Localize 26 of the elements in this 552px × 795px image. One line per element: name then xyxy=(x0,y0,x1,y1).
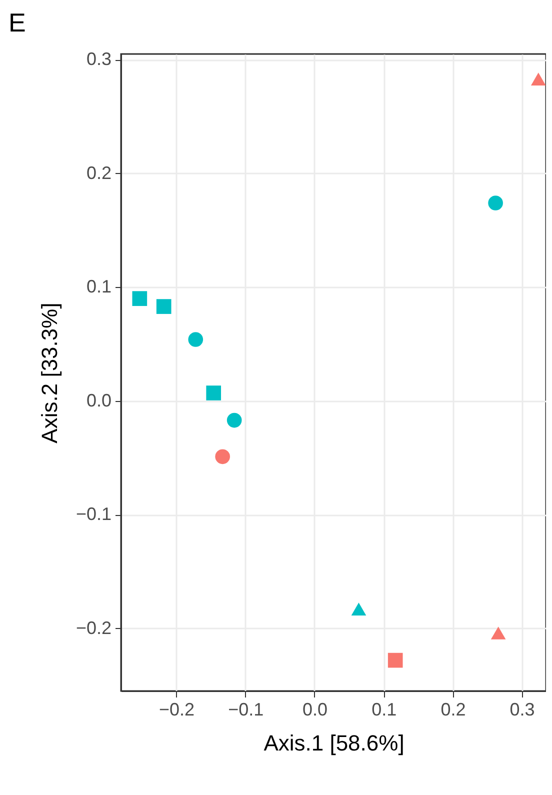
y-tick-label: 0.0 xyxy=(86,390,112,410)
point xyxy=(530,72,546,86)
point xyxy=(206,386,222,400)
y-tick-label: 0.2 xyxy=(86,162,112,183)
point xyxy=(156,299,172,314)
y-tick-label: −0.2 xyxy=(76,618,112,638)
point xyxy=(351,602,366,616)
point xyxy=(215,449,230,464)
y-tick-label: 0.1 xyxy=(86,276,112,297)
point xyxy=(490,626,506,640)
point xyxy=(132,291,148,306)
y-tick-label: −0.1 xyxy=(76,504,112,524)
x-tick-label: −0.2 xyxy=(159,700,195,720)
x-tick-label: 0.2 xyxy=(440,700,466,720)
point xyxy=(488,196,503,210)
chart-title: E xyxy=(8,8,26,38)
x-tick-label: 0.1 xyxy=(372,700,397,720)
y-tick-label: 0.3 xyxy=(86,49,112,70)
x-tick-label: −0.1 xyxy=(228,700,264,720)
point xyxy=(188,332,204,347)
x-tick-label: 0.0 xyxy=(302,700,328,720)
point xyxy=(388,652,403,668)
y-axis-title: Axis.2 [33.3%] xyxy=(36,302,62,444)
x-tick-label: 0.3 xyxy=(510,700,535,720)
point xyxy=(226,412,242,428)
x-axis-title: Axis.1 [58.6%] xyxy=(264,730,404,756)
